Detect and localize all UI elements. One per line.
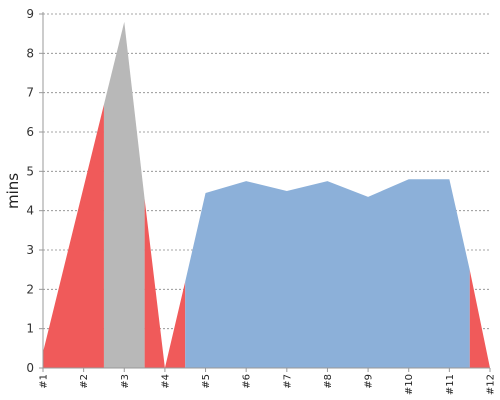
y-tick-label: 1	[26, 322, 34, 336]
y-tick-label: 4	[26, 204, 34, 218]
y-tick-label: 0	[26, 361, 34, 375]
x-tick-label: #8	[323, 374, 334, 389]
x-tick-label: #4	[160, 374, 171, 389]
axes: 0 1 2 3 4 5 6 7 8 9 #1 #2 #3 #4 #5 #6 #7 #8 #9 #10 #11 #12	[26, 7, 496, 395]
x-tick-label: #3	[120, 374, 131, 389]
y-tick-label: 9	[26, 7, 34, 21]
x-tick-label: #10	[404, 374, 415, 395]
y-tick-label: 2	[26, 282, 34, 296]
x-tick-label: #5	[201, 374, 212, 389]
area-series	[43, 21, 490, 369]
x-tick-label: #2	[79, 374, 90, 389]
y-axis-title: mins	[4, 173, 22, 209]
y-tick-label: 6	[26, 125, 34, 139]
x-tick-label: #7	[282, 374, 293, 389]
area-series-1	[103, 21, 145, 369]
x-tick-label: #12	[486, 374, 497, 395]
area-series-2	[185, 179, 470, 368]
x-tick-label: #11	[445, 374, 456, 395]
x-tick-label: #1	[39, 374, 50, 389]
y-tick-label: 3	[26, 243, 34, 257]
y-tick-label: 5	[26, 164, 34, 178]
area-series-0	[43, 104, 490, 368]
x-tick-label: #6	[242, 374, 253, 389]
y-tick-label: 8	[26, 46, 34, 60]
y-tick-label: 7	[26, 86, 34, 100]
x-tick-label: #9	[364, 374, 375, 389]
